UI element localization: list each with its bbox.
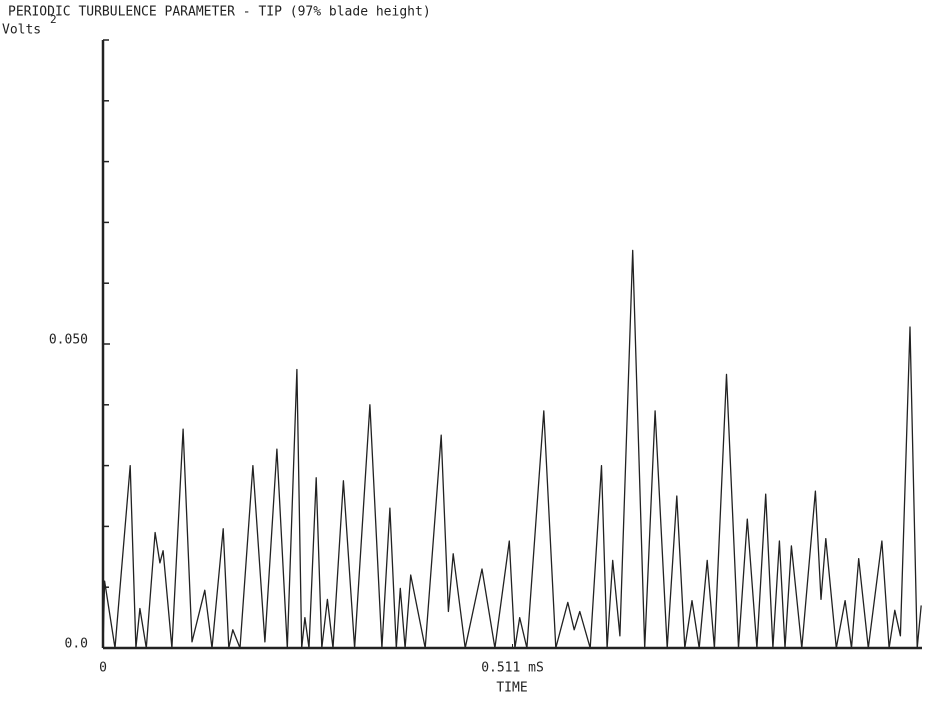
y-tick-label: 0.0 xyxy=(65,637,88,652)
y-tick-label: 0.050 xyxy=(49,333,88,348)
x-tick-label: 0.511 mS xyxy=(481,661,544,676)
x-axis-label: TIME xyxy=(496,681,527,696)
y-axis-label-superscript: 2 xyxy=(50,13,57,26)
chart-title: PERIODIC TURBULENCE PARAMETER - TIP (97%… xyxy=(8,5,431,20)
data-line xyxy=(102,249,922,649)
y-axis-label: Volts xyxy=(2,23,41,38)
x-tick-label: 0 xyxy=(99,661,107,676)
